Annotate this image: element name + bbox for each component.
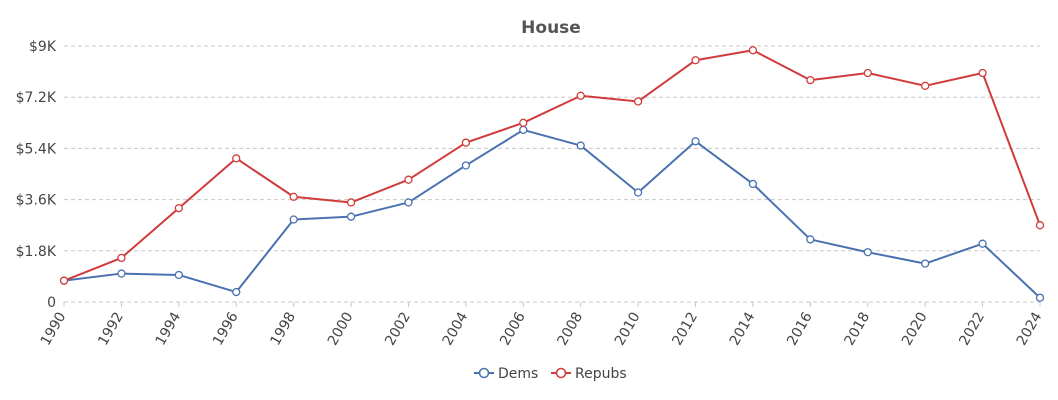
data-point[interactable] (633, 97, 643, 106)
data-point[interactable] (519, 125, 528, 135)
data-point[interactable] (346, 198, 356, 207)
x-tick-label: 2010 (612, 309, 644, 348)
x-tick-label: 2012 (669, 309, 701, 348)
data-point[interactable] (806, 235, 815, 244)
data-point[interactable] (232, 154, 241, 163)
x-tick-label: 1992 (95, 309, 127, 348)
series-line-dems (63, 128, 1041, 299)
x-tick-label: 1998 (267, 309, 299, 348)
data-point[interactable] (921, 259, 930, 268)
data-point[interactable] (1035, 221, 1045, 230)
y-tick-label: 0 (47, 295, 56, 311)
legend: Dems Repubs (474, 366, 627, 382)
data-point[interactable] (461, 138, 471, 147)
data-point[interactable] (633, 188, 643, 197)
data-point[interactable] (289, 215, 298, 224)
x-tick-label: 2016 (784, 309, 816, 348)
legend-item-repubs[interactable]: Repubs (551, 366, 627, 382)
legend-dems-label: Dems (498, 366, 538, 382)
data-point[interactable] (174, 270, 183, 280)
x-tick-label: 2000 (325, 309, 357, 348)
series-repubs (59, 46, 1045, 285)
x-tick-label: 1994 (153, 309, 185, 348)
x-tick-label: 1996 (210, 309, 242, 348)
data-point[interactable] (576, 91, 585, 100)
y-tick-label: $1.8K (16, 244, 57, 260)
data-point[interactable] (748, 179, 758, 189)
x-tick-label: 2020 (899, 309, 931, 348)
data-point[interactable] (117, 253, 126, 263)
data-point[interactable] (404, 198, 413, 207)
data-point[interactable] (863, 68, 872, 78)
data-point[interactable] (978, 68, 987, 78)
x-tick-label: 2008 (554, 309, 586, 348)
data-point[interactable] (806, 75, 815, 85)
legend-repubs-label: Repubs (575, 366, 627, 382)
data-point[interactable] (748, 46, 758, 55)
x-tick-label: 2022 (956, 309, 988, 348)
x-tick-label: 2002 (382, 309, 414, 348)
data-point[interactable] (346, 212, 356, 221)
data-point[interactable] (174, 203, 183, 213)
data-point[interactable] (921, 81, 930, 90)
x-tick-label: 2018 (842, 309, 874, 348)
grid (64, 45, 1040, 303)
series-dems (59, 125, 1045, 302)
x-axis: 1990 1992 1994 1996 1998 2000 2002 2004 2006 2008… (38, 302, 1046, 348)
y-tick-label: $9K (29, 39, 57, 55)
data-point[interactable] (691, 56, 700, 65)
series-line-repubs (63, 49, 1041, 282)
data-point[interactable] (691, 137, 700, 146)
x-tick-label: 2014 (727, 309, 759, 348)
data-point[interactable] (404, 175, 413, 184)
legend-item-dems[interactable]: Dems (474, 366, 538, 382)
data-point[interactable] (232, 287, 241, 297)
y-tick-label: $5.4K (16, 141, 57, 157)
data-point[interactable] (978, 239, 987, 248)
y-tick-label: $3.6K (16, 193, 57, 209)
y-axis: 0 $1.8K $3.6K $5.4K $7.2K $9K (16, 39, 57, 311)
data-point[interactable] (461, 161, 471, 170)
data-point[interactable] (863, 248, 872, 257)
data-point[interactable] (59, 276, 69, 285)
chart-title: House (521, 18, 581, 38)
x-tick-label: 2004 (440, 309, 472, 348)
data-point[interactable] (117, 269, 126, 278)
series-layer (59, 46, 1045, 302)
x-tick-label: 2006 (497, 309, 529, 348)
legend-dems-marker (478, 367, 490, 379)
x-tick-label: 1990 (38, 309, 70, 348)
legend-repubs-marker (555, 367, 567, 379)
data-point[interactable] (289, 192, 298, 201)
data-point[interactable] (576, 141, 585, 150)
y-tick-label: $7.2K (16, 90, 57, 106)
data-point[interactable] (1035, 293, 1045, 302)
data-point[interactable] (519, 118, 528, 127)
x-tick-label: 2024 (1014, 309, 1046, 348)
